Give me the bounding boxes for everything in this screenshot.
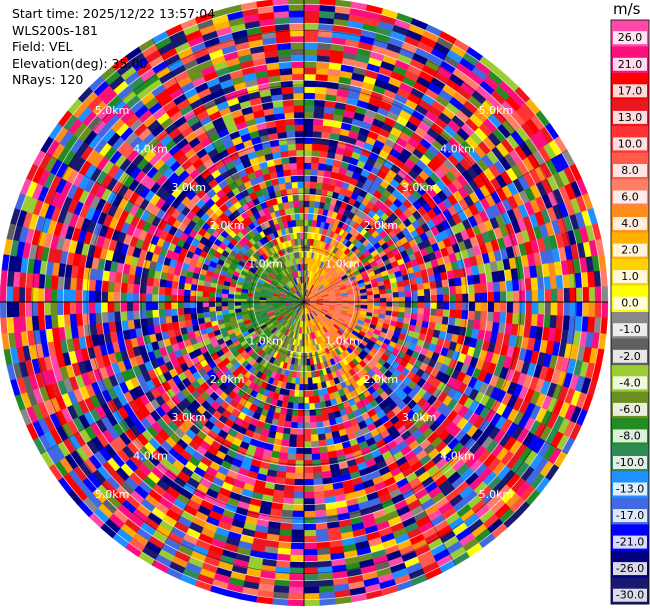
colorbar-tick-label: 8.0 (621, 164, 639, 177)
colorbar-tick-bg (613, 164, 647, 177)
colorbar-tick-label: 1.0 (621, 270, 639, 283)
colorbar-tick-label: -26.0 (616, 562, 644, 575)
range-ring-label: 5.0km (479, 488, 514, 501)
colorbar-tick-bg (613, 456, 647, 469)
range-ring-label: 2.0km (210, 373, 245, 386)
range-ring-label: 3.0km (402, 181, 437, 194)
azimuth-lines (0, 0, 608, 606)
colorbar-unit-label: m/s (613, 0, 641, 18)
colorbar-tick-label: -8.0 (619, 429, 640, 442)
colorbar-tick-bg (613, 84, 647, 98)
range-ring-label: 1.0km (325, 334, 360, 347)
colorbar-tick-label: -21.0 (616, 536, 644, 549)
azimuth-line (151, 38, 457, 566)
elevation-text: Elevation(deg): 35.00 (12, 55, 148, 71)
range-ring-label: 1.0km (248, 258, 283, 271)
colorbar-tick-bg (613, 110, 647, 124)
colorbar-frame (610, 19, 650, 605)
range-ring-label: 2.0km (364, 373, 399, 386)
range-ring-label: 5.0km (95, 488, 130, 501)
range-ring-label: 1.0km (248, 334, 283, 347)
range-ring-label: 4.0km (440, 450, 475, 463)
colorbar-tick-bg (613, 243, 647, 257)
range-ring-label: 3.0km (172, 181, 207, 194)
range-ring-label: 2.0km (364, 219, 399, 232)
colorbar-tick-label: 17.0 (618, 84, 643, 97)
colorbar-tick-label: 0.0 (621, 297, 639, 310)
colorbar-tick-label: -10.0 (616, 456, 644, 469)
colorbar-tick-bg (613, 323, 647, 337)
range-ring-label: 4.0km (133, 450, 168, 463)
colorbar-tick-bg (613, 217, 647, 231)
colorbar-tick-label: 6.0 (621, 191, 639, 204)
colorbar-tick-label: 26.0 (618, 31, 643, 44)
colorbar-tick-label: -2.0 (619, 350, 640, 363)
colorbar-tick-label: -13.0 (616, 483, 644, 496)
colorbar-tick-bg (613, 137, 647, 151)
colorbar-tick-label: -30.0 (616, 589, 644, 602)
colorbar-tick-bg (613, 376, 647, 390)
colorbar-tick-label: -1.0 (619, 323, 640, 336)
colorbar-tick-bg (613, 588, 647, 602)
colorbar-tick-bg (613, 429, 647, 443)
colorbar-tick-label: -17.0 (616, 509, 644, 522)
colorbar-tick-label: -4.0 (619, 376, 640, 389)
range-ring-label: 2.0km (210, 219, 245, 232)
colorbar-tick-bg (613, 296, 647, 310)
colorbar-tick-bg (613, 190, 647, 204)
colorbar-tick-label: -6.0 (619, 403, 640, 416)
colorbar-tick-bg (613, 31, 647, 45)
colorbar-tick-bg (613, 562, 647, 576)
range-ring-label: 4.0km (133, 143, 168, 156)
colorbar-tick-bg (613, 57, 647, 71)
velocity-field (0, 0, 609, 607)
range-ring-label: 5.0km (95, 104, 130, 117)
colorbar-tick-bg (613, 482, 647, 496)
colorbar-tick-bg (613, 349, 647, 363)
colorbar-tick-bg (613, 270, 647, 284)
instrument-text: WLS200s-181 (12, 22, 98, 38)
range-ring-label: 1.0km (325, 258, 360, 271)
range-ring-label: 5.0km (479, 104, 514, 117)
colorbar-tick-label: 4.0 (621, 217, 639, 230)
range-ring-label: 4.0km (440, 143, 475, 156)
colorbar-tick-label: 10.0 (618, 137, 643, 150)
scan-info: Start time: 2025/12/22 13:57:04 WLS200s-… (12, 6, 215, 89)
colorbar-tick-label: 21.0 (618, 58, 643, 71)
field-text: Field: VEL (12, 39, 73, 54)
range-ring-labels: 1.0km 1.0km 1.0km 1.0km 2.0km 2.0km 2.0km 2.0km… (95, 104, 513, 501)
colorbar-tick-label: 13.0 (618, 111, 643, 124)
range-ring-label: 3.0km (172, 411, 207, 424)
colorbar: 26.0 21.0 17.0 13.0 10.0 8.0 6.0 4.0 2.0 1.0 0.0 -1… (610, 19, 650, 605)
start-time-text: Start time: 2025/12/22 13:57:04 (12, 6, 216, 21)
colorbar-tick-bg (613, 535, 647, 549)
range-ring-label: 3.0km (402, 411, 437, 424)
colorbar-tick-bg (613, 402, 647, 416)
colorbar-tick-label: 2.0 (621, 244, 639, 257)
colorbar-tick-bg (613, 509, 647, 523)
nrays-text: NRays: 120 (12, 72, 84, 87)
